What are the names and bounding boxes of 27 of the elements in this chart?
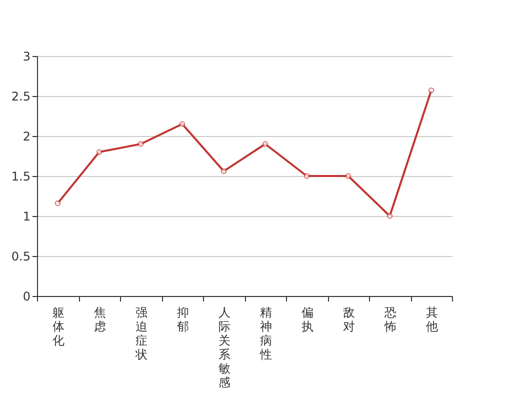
point — [386, 213, 393, 219]
y-tick-label: 2 — [22, 130, 30, 144]
y-tick-label: 2.5 — [11, 90, 30, 104]
point — [345, 173, 352, 179]
x-tick-label: 焦虑 — [94, 306, 106, 334]
x-tick-label: 恐怖 — [383, 306, 396, 334]
y-tick-label: 1 — [22, 210, 30, 224]
point — [179, 121, 186, 127]
x-tick-label: 躯体化 — [52, 306, 64, 348]
x-tick-label: 抑郁 — [176, 306, 189, 334]
point — [428, 88, 434, 94]
x-tick-label: 其他 — [426, 306, 438, 334]
point — [96, 149, 102, 155]
point — [220, 168, 227, 174]
point — [262, 141, 268, 147]
point — [54, 200, 61, 206]
y-tick-label: 3 — [22, 50, 30, 64]
point — [304, 173, 310, 179]
y-tick-label: 0 — [22, 290, 30, 304]
y-tick-label: 0.5 — [11, 250, 30, 264]
x-tick-label: 精神病性 — [258, 306, 272, 362]
x-tick-label: 人际关系敏感 — [218, 306, 230, 390]
point — [138, 141, 144, 147]
x-tick-label: 强迫症状 — [134, 306, 148, 362]
x-tick-label: 偏执 — [301, 306, 314, 334]
x-tick-label: 敌对 — [342, 306, 355, 334]
y-tick-label: 1.5 — [11, 170, 30, 184]
